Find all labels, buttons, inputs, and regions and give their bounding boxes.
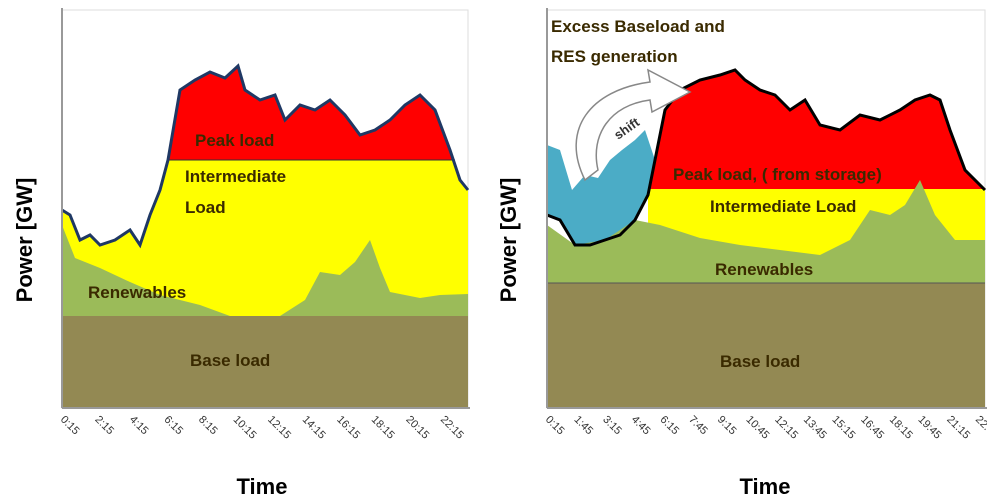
x-tick-label: 7:45 bbox=[686, 414, 710, 438]
region-label: Peak load, ( from storage) bbox=[673, 165, 882, 184]
x-tick-label: 6:15 bbox=[162, 414, 186, 438]
shift-arrow bbox=[575, 68, 692, 182]
annotation: RES generation bbox=[551, 47, 678, 66]
y-axis-label: Power [GW] bbox=[12, 178, 37, 303]
region-label: Base load bbox=[720, 352, 800, 371]
x-tick-label: 12:15 bbox=[772, 414, 800, 442]
x-tick-label: 13:45 bbox=[801, 414, 829, 442]
x-tick-label: 22:15 bbox=[438, 414, 466, 442]
x-tick-label: 9:15 bbox=[715, 414, 739, 438]
base-area bbox=[547, 283, 985, 408]
x-tick-label: 3:15 bbox=[600, 414, 624, 438]
x-tick-label: 4:45 bbox=[629, 414, 653, 438]
region-label: Intermediate bbox=[185, 167, 286, 186]
x-tick-label: 20:15 bbox=[403, 414, 431, 442]
x-tick-label: 2:15 bbox=[92, 414, 116, 438]
region-label: Load bbox=[185, 198, 226, 217]
region-label: Peak load bbox=[195, 131, 274, 150]
x-tick-label: 0:15 bbox=[58, 414, 82, 438]
x-axis-label: Time bbox=[237, 474, 288, 499]
x-tick-label: 19:45 bbox=[916, 414, 944, 442]
x-tick-label: 22:45 bbox=[973, 414, 987, 442]
x-tick-label: 18:15 bbox=[887, 414, 915, 442]
annotation: Excess Baseload and bbox=[551, 17, 725, 36]
right-chart: shift Excess Baseload and RES generation… bbox=[496, 8, 987, 499]
x-axis-label: Time bbox=[740, 474, 791, 499]
region-label: Intermediate Load bbox=[710, 197, 856, 216]
x-tick-label: 10:15 bbox=[231, 414, 259, 442]
x-tick-label: 14:15 bbox=[300, 414, 328, 442]
x-tick-label: 16:45 bbox=[858, 414, 886, 442]
region-label: Renewables bbox=[88, 283, 186, 302]
x-tick-label: 18:15 bbox=[369, 414, 397, 442]
x-tick-label: 6:15 bbox=[658, 414, 682, 438]
x-tick-label: 8:15 bbox=[196, 414, 220, 438]
x-tick-label: 4:15 bbox=[127, 414, 151, 438]
x-tick-label: 1:45 bbox=[572, 414, 596, 438]
peak-area bbox=[649, 70, 984, 189]
base-area bbox=[62, 316, 468, 408]
x-tick-label: 10:45 bbox=[744, 414, 772, 442]
region-label: Base load bbox=[190, 351, 270, 370]
peak-area bbox=[168, 66, 454, 160]
load-curve bbox=[546, 68, 987, 247]
x-tick-label: 12:15 bbox=[265, 414, 293, 442]
x-tick-label: 15:15 bbox=[830, 414, 858, 442]
load-curve bbox=[61, 63, 470, 249]
x-tick-label: 0:15 bbox=[543, 414, 567, 438]
y-axis-label: Power [GW] bbox=[496, 178, 521, 303]
left-chart: Peak load Intermediate Load Renewables B… bbox=[12, 8, 470, 499]
region-label: Renewables bbox=[715, 260, 813, 279]
x-tick-label: 16:15 bbox=[334, 414, 362, 442]
storage-area bbox=[547, 130, 655, 245]
x-tick-label: 21:15 bbox=[944, 414, 972, 442]
